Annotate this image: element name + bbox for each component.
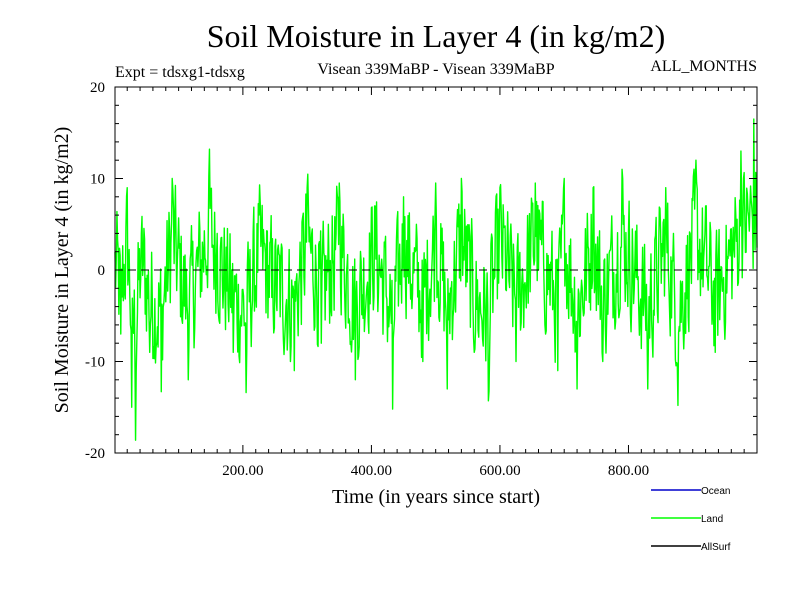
legend-label-land: Land	[701, 514, 723, 525]
experiment-label: Expt = tdsxg1-tdsxg	[115, 64, 245, 81]
series-line-land	[114, 118, 758, 441]
legend: Ocean Land AllSurf	[651, 486, 731, 553]
y-axis-label: Soil Moisture in Layer 4 (in kg/m2)	[51, 127, 73, 414]
chart-title: Soil Moisture in Layer 4 (in kg/m2)	[207, 18, 666, 54]
legend-label-ocean: Ocean	[701, 486, 730, 497]
legend-label-allsurf: AllSurf	[701, 542, 731, 553]
period-label: Visean 339MaBP - Visean 339MaBP	[317, 61, 554, 78]
x-tick-label: 400.00	[351, 463, 392, 479]
x-axis-label: Time (in years since start)	[332, 486, 540, 508]
x-tick-label: 600.00	[479, 463, 520, 479]
y-tick-label: 0	[98, 263, 106, 279]
series-layer	[114, 118, 758, 441]
y-tick-label: -20	[85, 446, 105, 462]
ticks-layer: -20 -10 0 10 20 200.00 400.00 600.00 800.00	[85, 80, 757, 479]
y-tick-label: -10	[85, 355, 105, 371]
x-tick-label: 200.00	[222, 463, 263, 479]
x-tick-label: 800.00	[608, 463, 649, 479]
months-label: ALL_MONTHS	[650, 58, 757, 75]
y-tick-label: 10	[90, 172, 105, 188]
y-tick-label: 20	[90, 80, 105, 96]
